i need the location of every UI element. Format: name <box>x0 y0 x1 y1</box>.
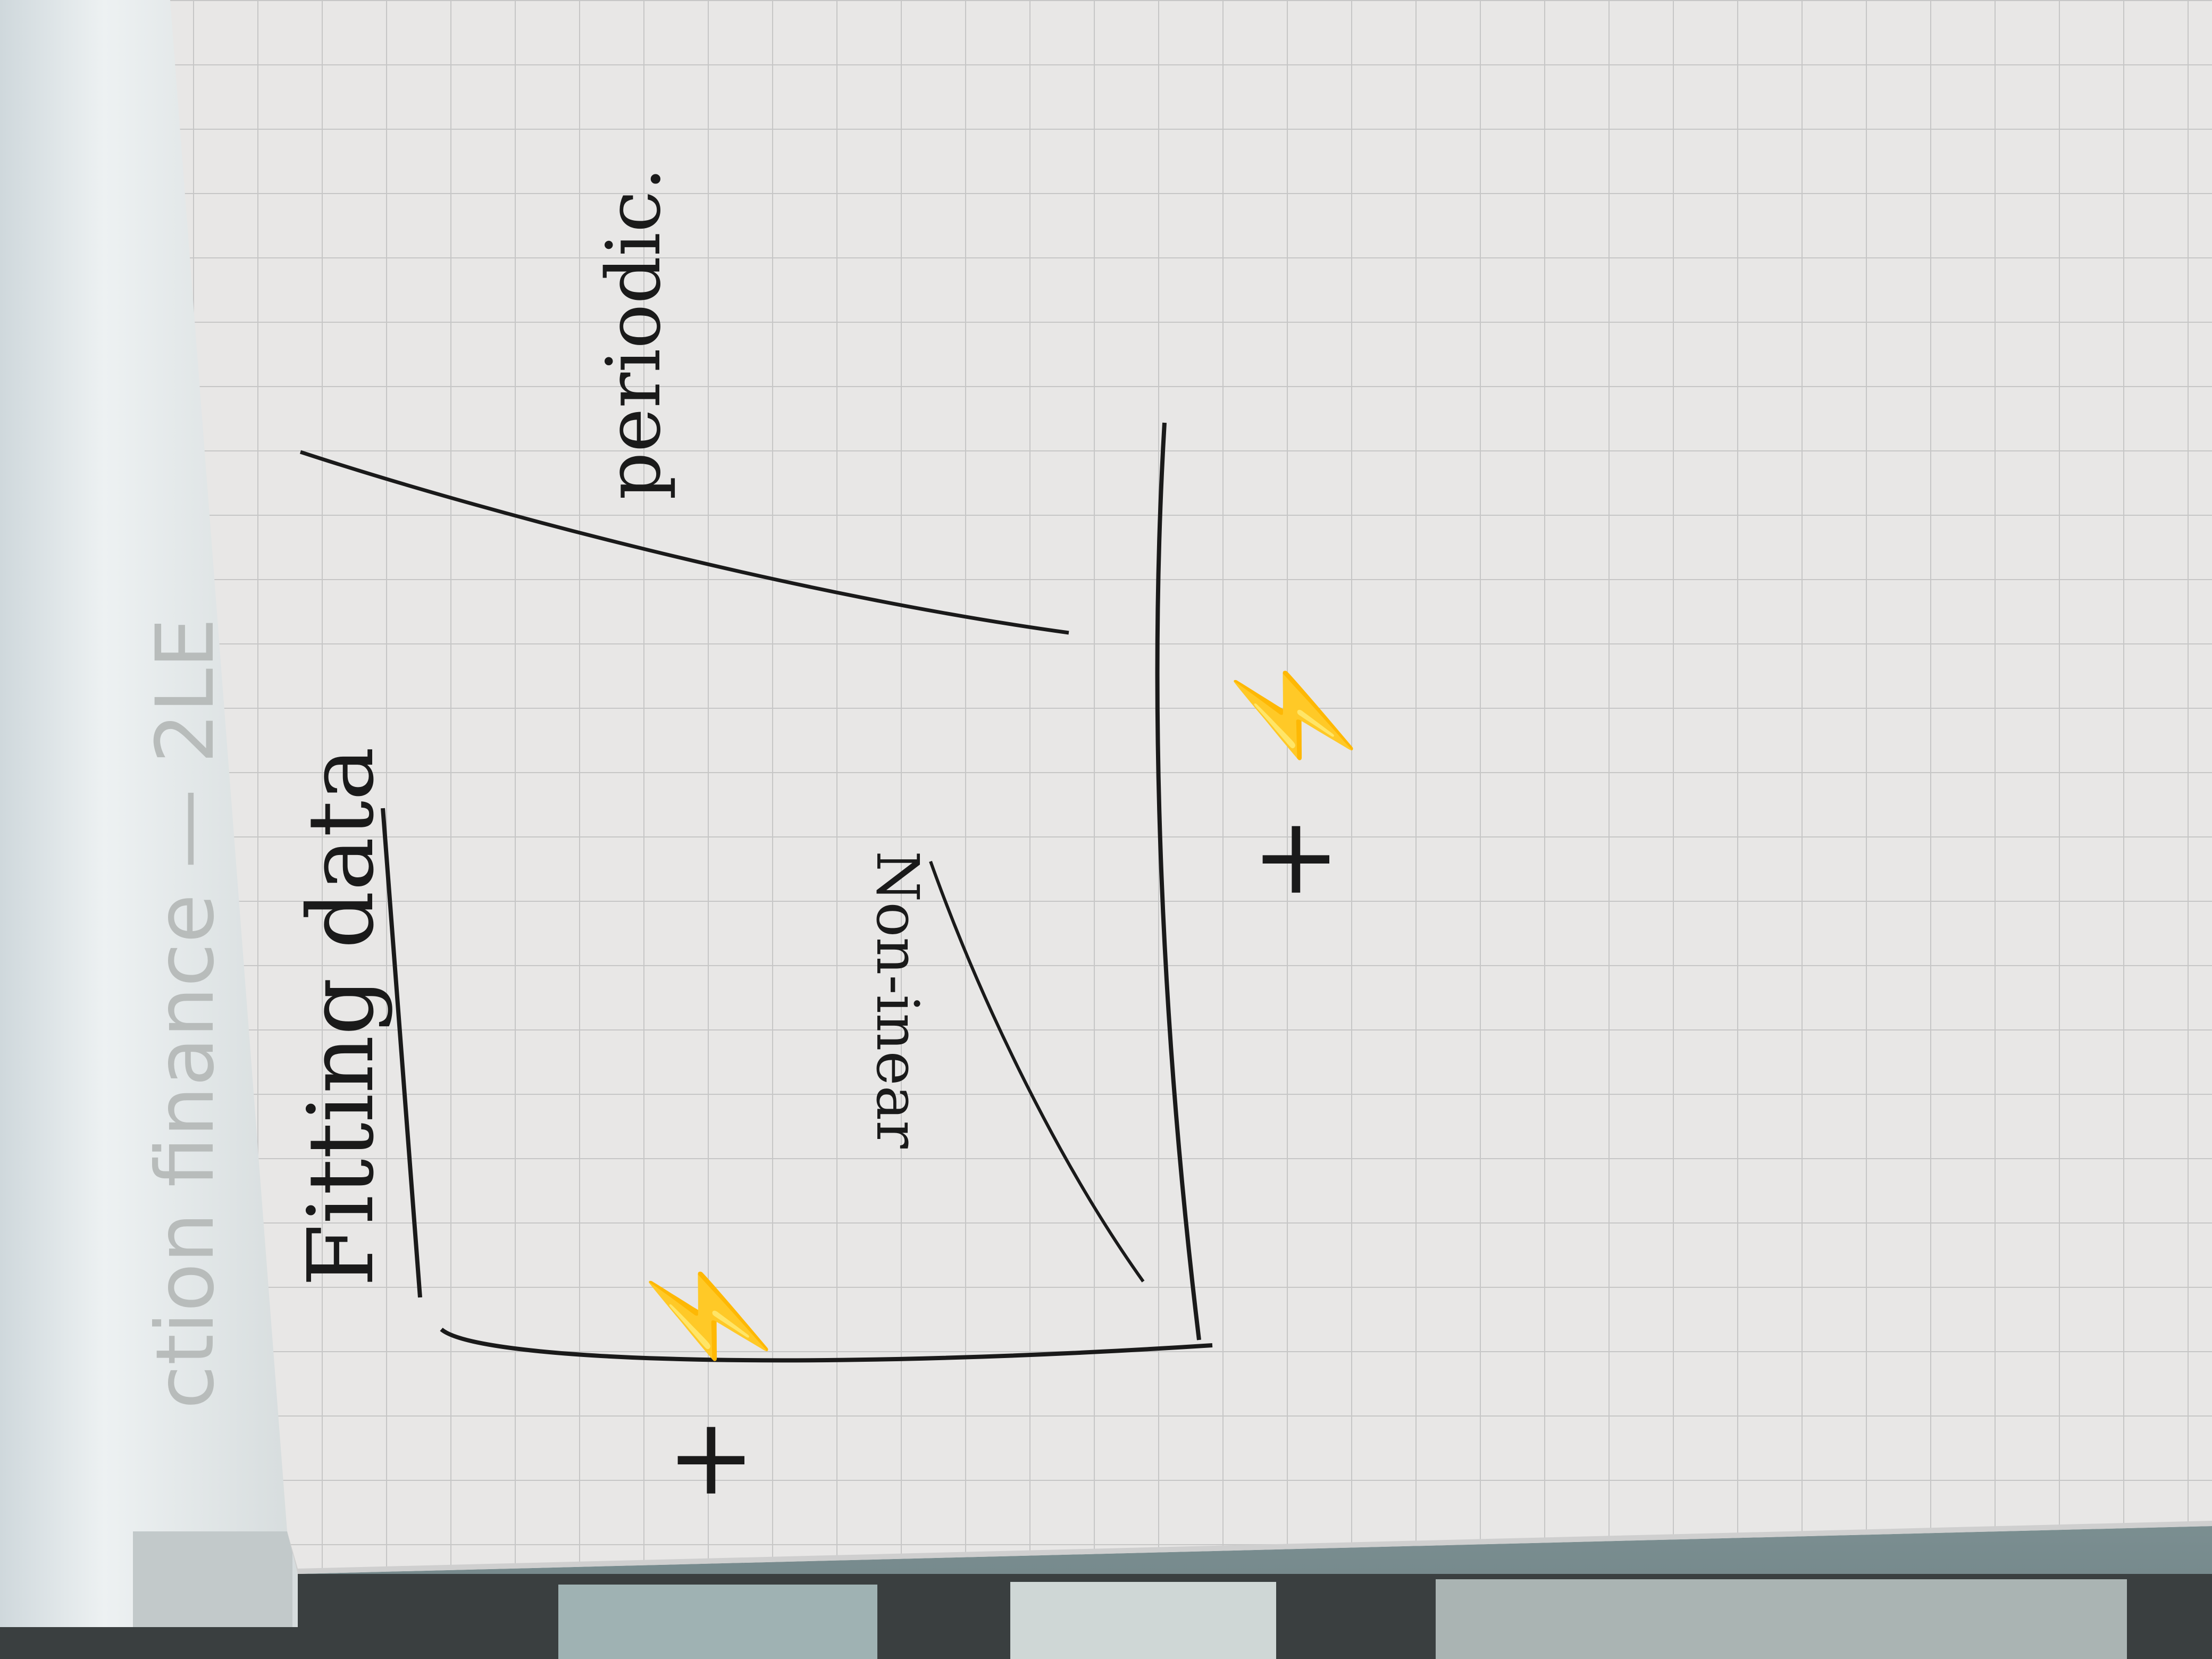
rolled-sheet-text: ction finance — 2LE <box>139 618 232 1409</box>
flipchart-paper <box>170 0 2212 1574</box>
left-marks-text: + ⚡ <box>646 1250 771 1505</box>
right-marks: + ⚡ <box>1231 649 1356 904</box>
nonlinear-line <box>929 860 1145 1283</box>
x-axis <box>440 1327 1213 1363</box>
title-group: Fitting data <box>289 747 422 1298</box>
right-marks-text: + ⚡ <box>1231 649 1356 904</box>
left-marks: + ⚡ <box>646 1250 771 1505</box>
nonlinear-label: Non-inear <box>864 851 932 1149</box>
periodic-label: periodic. <box>591 167 677 500</box>
title-underline <box>381 808 422 1298</box>
y-axis <box>1155 422 1201 1340</box>
periodic-line <box>299 450 1069 635</box>
chart-title: Fitting data <box>289 747 394 1287</box>
